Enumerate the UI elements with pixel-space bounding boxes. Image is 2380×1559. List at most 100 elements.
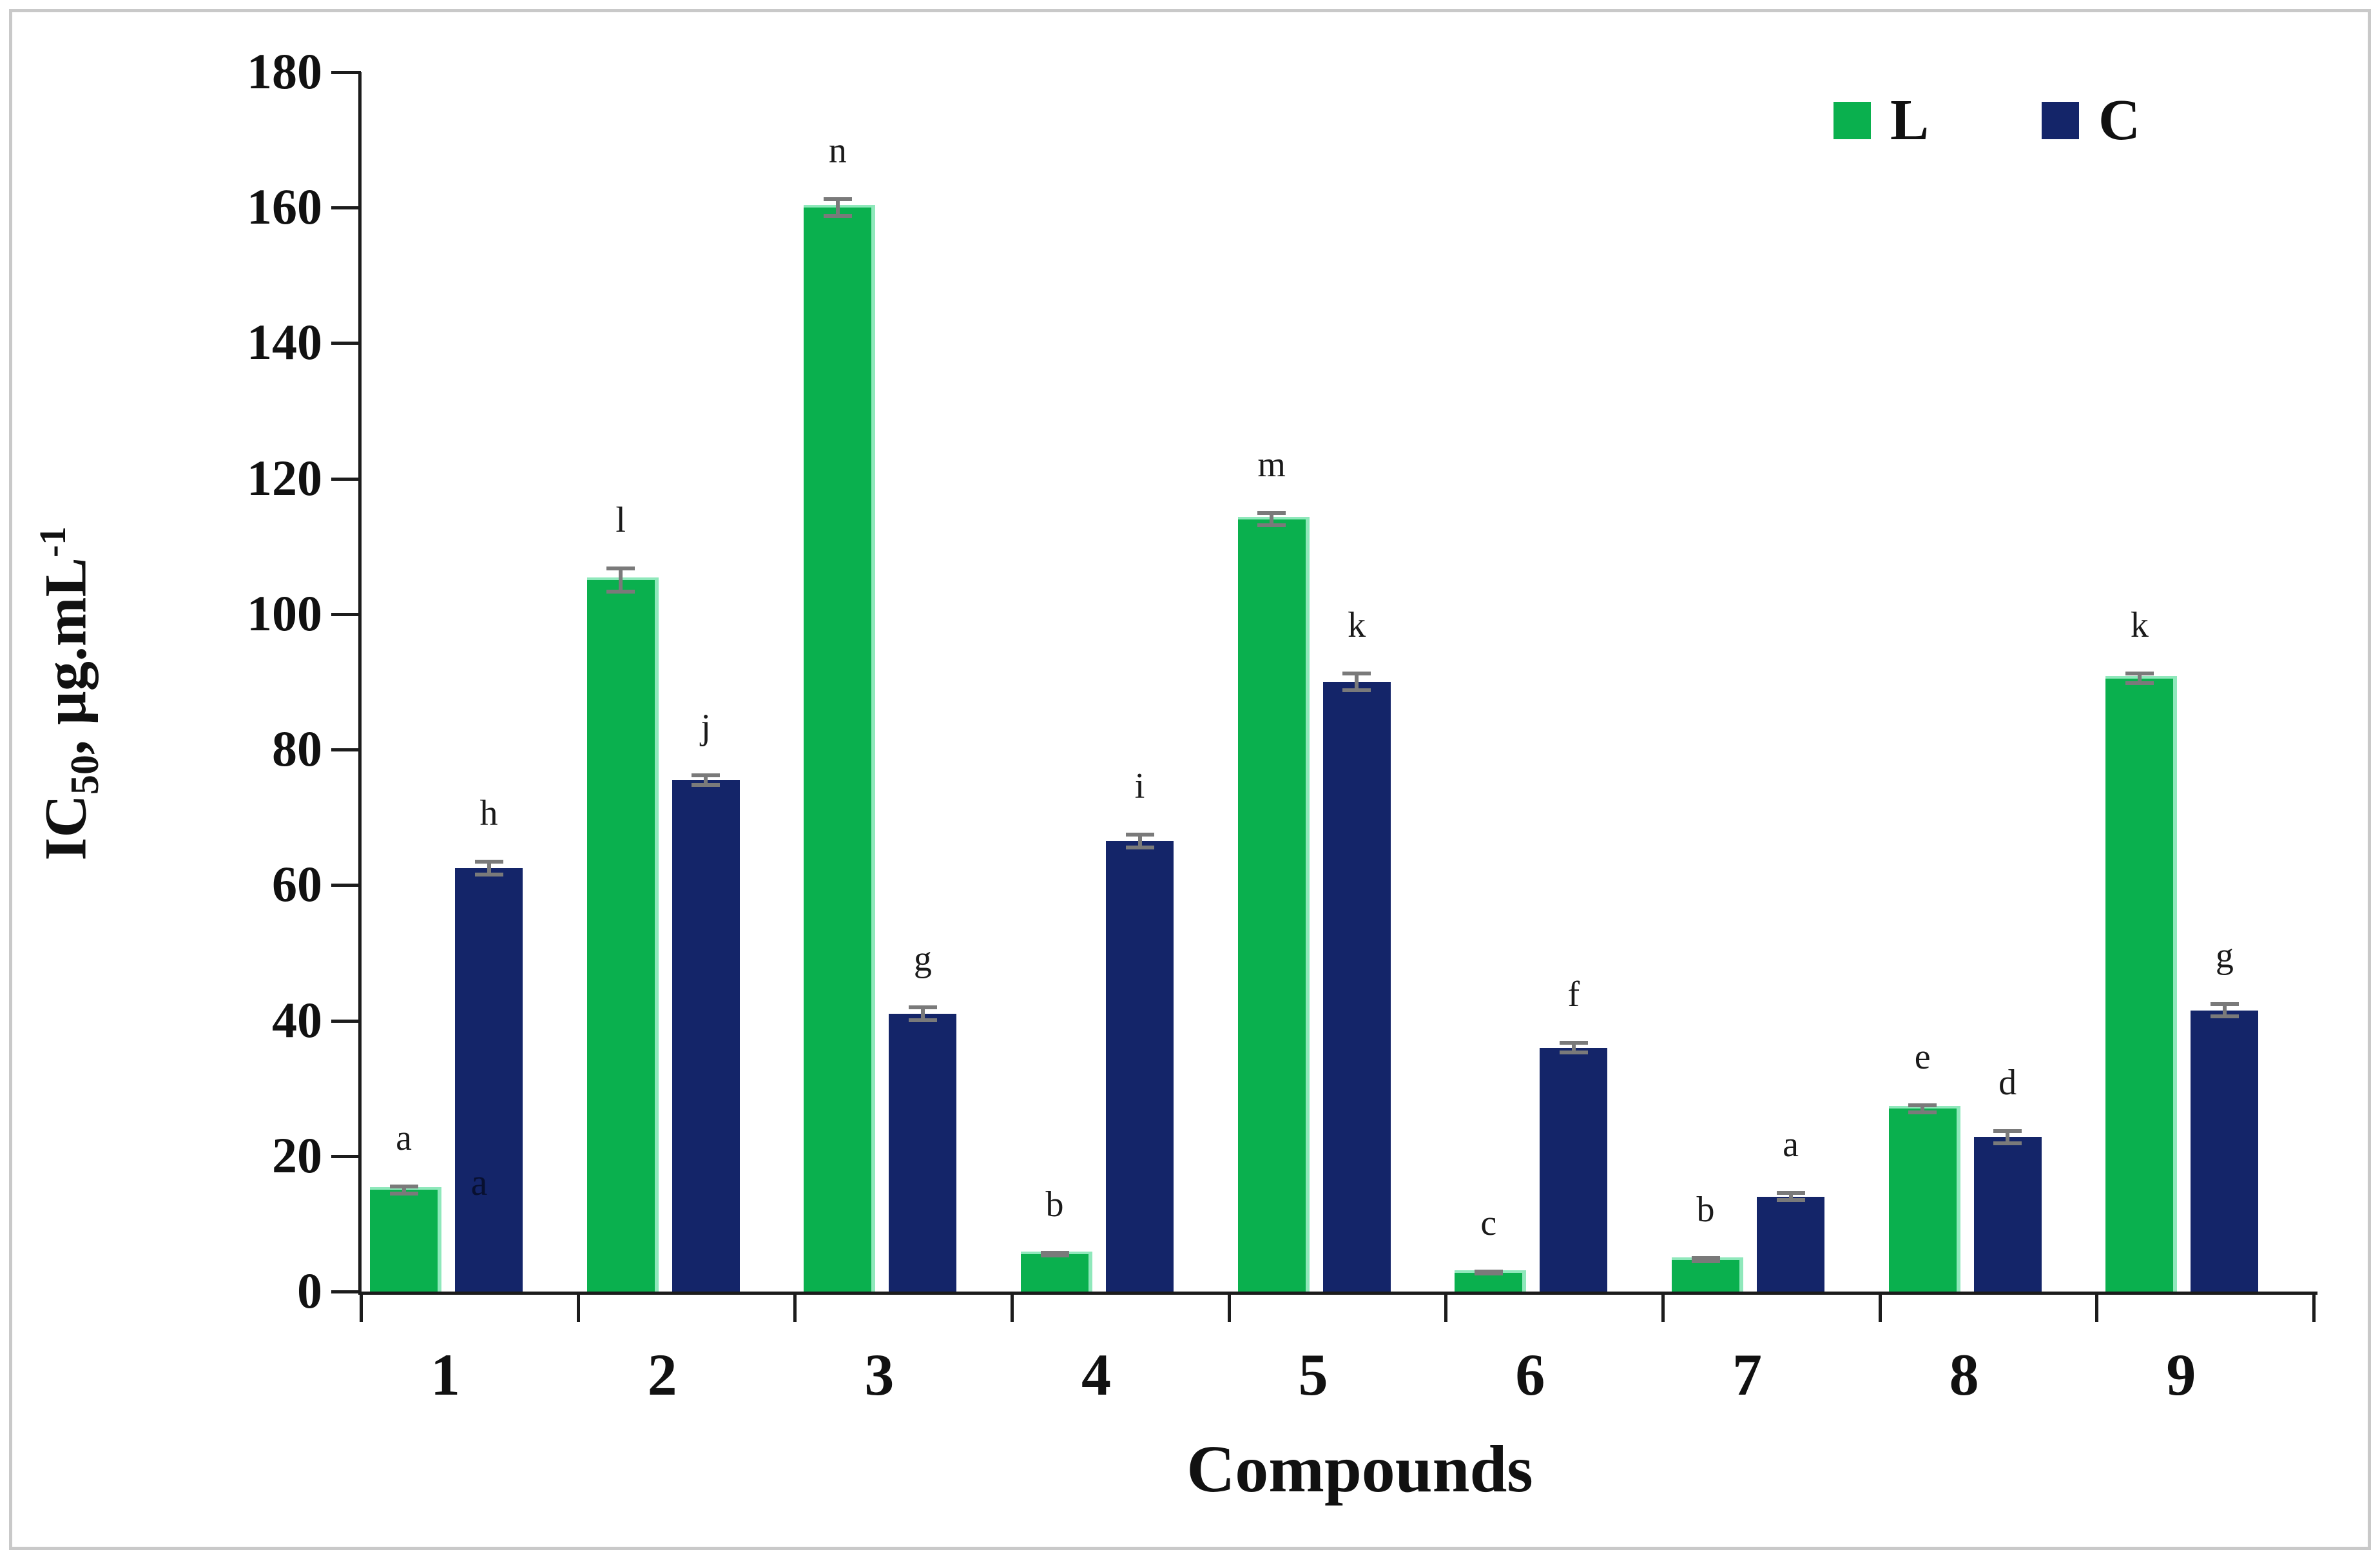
error-bar-C-8 [1993,1128,2022,1145]
y-tick-label: 120 [247,449,322,506]
error-bar-part [1571,1041,1576,1055]
error-bar-part [1559,1041,1588,1045]
error-bar-part [1908,1103,1937,1107]
y-tick-label: 160 [247,179,322,235]
y-axis-title-unit: , µg.mL [32,557,99,755]
x-category-label-5: 5 [1298,1342,1328,1408]
y-tick-label: 180 [247,43,322,99]
error-bar-part [2137,672,2142,686]
error-bar-part [2006,1128,2010,1145]
error-bar-part [1691,1256,1720,1261]
error-bar-part [1125,845,1154,849]
legend-label-C: C [2098,88,2141,152]
sig-letter-C-5: k [1348,605,1366,646]
error-bar-part [1908,1110,1937,1114]
sig-letter-L-7: b [1696,1190,1715,1230]
error-bar-C-1 [474,860,503,876]
error-bar-L-3 [823,197,852,218]
bar-C-6 [1540,1047,1608,1292]
error-bar-part [1788,1191,1793,1203]
x-axis-tick [360,1295,363,1322]
bar-C-3 [889,1014,957,1292]
error-bar-part [835,197,840,218]
x-category-label-6: 6 [1515,1342,1545,1408]
y-axis-tick [331,206,361,210]
error-bar-part [908,1005,937,1010]
x-axis-tick [793,1295,797,1322]
x-category-label-8: 8 [1949,1342,1979,1408]
bar-L-4 [1021,1252,1092,1292]
sig-letter-C-9: g [2215,936,2234,976]
y-axis-title: IC50, µg.mL-1 [31,352,108,1035]
error-bar-part [1993,1141,2022,1145]
error-bar-part [474,860,503,864]
x-axis-tick [1444,1295,1448,1322]
legend-item-L: L [1833,92,1929,150]
legend-item-C: C [2042,88,2141,152]
error-bar-part [823,213,852,218]
y-tick-label: 40 [272,991,322,1048]
y-axis-tick [331,477,361,481]
x-axis-tick [1878,1295,1882,1322]
sig-letter-L-4: b [1045,1184,1064,1225]
error-bar-part [1137,833,1142,849]
error-bar-part [389,1184,418,1188]
error-bar-part [2125,681,2154,686]
x-axis-tick [1011,1295,1014,1322]
x-category-label-1: 1 [431,1342,460,1408]
error-bar-part [474,872,503,876]
sig-letter-L-8: e [1914,1036,1931,1077]
error-bar-part [1040,1254,1069,1258]
bar-L-5 [1237,516,1310,1292]
legend-swatch-C [2042,102,2080,139]
error-bar-part [1257,511,1286,516]
legend-swatch-L [1833,102,1871,139]
error-bar-part [1040,1250,1069,1255]
error-bar-part [692,773,721,777]
sig-letter-C-2: j [701,706,711,747]
error-bar-part [704,773,708,787]
bar-C-9 [2191,1010,2259,1292]
y-axis-tick [331,884,361,887]
error-bar-L-2 [606,566,635,594]
error-bar-part [1993,1128,2022,1133]
error-bar-part [1920,1103,1925,1114]
bar-L-8 [1888,1106,1960,1292]
y-tick-label: 140 [247,314,322,371]
x-axis-tick [576,1295,580,1322]
extra-annotation-letter: a [470,1161,488,1203]
y-axis-tick [331,1154,361,1158]
bar-L-2 [586,577,659,1292]
sig-letter-L-5: m [1257,445,1286,485]
bar-L-1 [370,1187,441,1292]
bar-L-3 [804,205,876,1292]
error-bar-part [1474,1271,1503,1275]
bar-C-4 [1106,841,1174,1292]
error-bar-part [1270,511,1274,528]
error-bar-C-4 [1125,833,1154,849]
x-axis-tick [1661,1295,1665,1322]
y-axis-tick [331,1290,361,1293]
error-bar-part [1776,1191,1805,1196]
x-category-label-7: 7 [1732,1342,1762,1408]
error-bar-C-6 [1559,1041,1588,1055]
error-bar-part [619,566,623,594]
error-bar-part [823,197,852,202]
bar-C-2 [672,780,740,1292]
bar-L-9 [2105,675,2178,1292]
y-axis-tick [331,71,361,74]
y-axis-line [358,72,362,1295]
error-bar-part [487,860,491,876]
error-bar-part [1776,1198,1805,1203]
error-bar-part [2222,1002,2227,1019]
sig-letter-L-9: k [2130,605,2149,646]
y-axis-tick [331,748,361,752]
error-bar-part [1559,1051,1588,1055]
sig-letter-C-4: i [1134,766,1145,807]
error-bar-part [908,1018,937,1022]
error-bar-part [2210,1014,2239,1019]
error-bar-L-1 [389,1184,418,1196]
x-category-label-3: 3 [864,1342,895,1408]
